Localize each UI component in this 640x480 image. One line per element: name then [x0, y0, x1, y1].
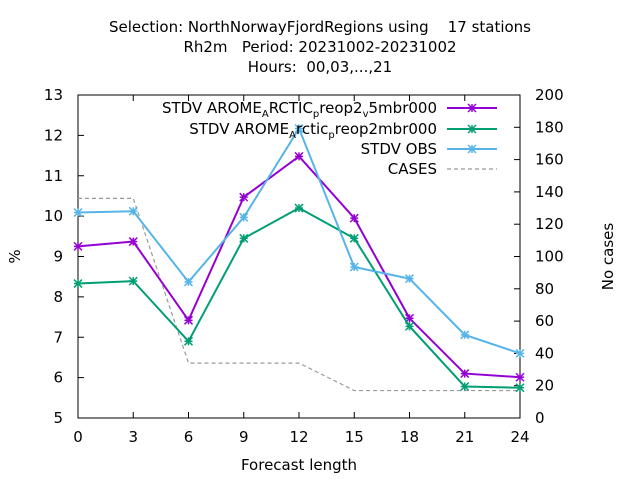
series-point-0: [128, 237, 138, 247]
x-tick-label: 24: [510, 428, 529, 446]
y2-tick-label: 140: [535, 183, 564, 201]
x-tick-label: 0: [73, 428, 83, 446]
series-point-2: [73, 207, 83, 218]
series-point-0: [515, 372, 525, 382]
chart-title-line-3: Hours: 00,03,...,21: [247, 58, 393, 76]
series-0: [73, 151, 525, 382]
series-line-2: [77, 126, 521, 355]
y-axis-label: %: [6, 249, 24, 263]
x-tick-label: 12: [289, 428, 308, 446]
series-point-0: [349, 213, 359, 223]
y-tick-label: 12: [44, 126, 63, 144]
series-line-0: [77, 155, 521, 379]
x-tick-label: 3: [128, 428, 138, 446]
series-point-2: [239, 212, 249, 222]
series-point-0: [183, 315, 194, 325]
series-point-0: [239, 192, 249, 202]
series-point-1: [239, 233, 249, 243]
y-tick-label: 6: [53, 369, 63, 387]
chart-title-line-1: Selection: NorthNorwayFjordRegions using…: [108, 18, 531, 36]
series-line-1: [77, 206, 521, 389]
y2-tick-label: 180: [535, 118, 564, 136]
y2-tick-label: 120: [535, 215, 564, 233]
series-1: [73, 203, 525, 393]
x-tick-label: 9: [239, 428, 249, 446]
legend-entry-1: STDV AROMEArcticpreop2mbr000: [189, 120, 497, 141]
series-point-1: [73, 279, 83, 289]
legend-marker-1: [467, 124, 477, 134]
x-tick-label: 21: [455, 428, 474, 446]
legend-marker-0: [467, 103, 477, 113]
series-point-0: [73, 241, 83, 251]
legend-entry-0: STDV AROMEARCTICpreop2v5mbr000: [162, 99, 497, 120]
x-tick-label: 15: [345, 428, 364, 446]
axis-ticks: [77, 94, 521, 419]
legend-label-3: CASES: [388, 160, 437, 178]
y2-axis-label: No cases: [599, 223, 617, 291]
y2-tick-label: 200: [535, 86, 564, 104]
series-point-0: [294, 151, 304, 161]
series-point-1: [183, 336, 194, 346]
legend-marker-2: [467, 144, 477, 154]
series-point-2: [294, 123, 304, 134]
x-tick-label: 18: [400, 428, 419, 446]
y2-tick-label: 40: [535, 344, 554, 362]
series-point-2: [349, 262, 359, 272]
y2-tick-label: 160: [535, 151, 564, 169]
y-tick-label: 7: [53, 328, 63, 346]
y-tick-label: 13: [44, 86, 63, 104]
y-tick-label: 10: [44, 207, 63, 225]
series-point-1: [128, 276, 138, 286]
axis-tick-labels: 0 3 6 9 12 15 18 21 24 5 6 7 8 9 10 11 12 13 0 20 40 60 80 100 1…: [44, 86, 564, 446]
series-point-2: [128, 206, 138, 216]
x-tick-label: 6: [184, 428, 194, 446]
series-point-1: [460, 381, 470, 392]
x-axis-label: Forecast length: [241, 456, 357, 474]
series-line-3: [78, 197, 520, 392]
y-tick-label: 11: [44, 167, 63, 185]
legend-entry-3: CASES: [388, 160, 497, 178]
series-2: [73, 123, 525, 358]
series-point-1: [349, 233, 359, 243]
legend-entry-2: STDV OBS: [361, 140, 497, 158]
y-tick-label: 5: [53, 409, 63, 427]
series-point-2: [404, 274, 415, 284]
y-tick-label: 9: [53, 248, 63, 266]
series-point-2: [515, 348, 525, 358]
series-point-0: [460, 369, 470, 379]
y2-tick-label: 80: [535, 280, 554, 298]
y-tick-label: 8: [53, 288, 63, 306]
y2-tick-label: 60: [535, 312, 554, 330]
series-point-2: [183, 277, 194, 287]
legend-label-2: STDV OBS: [361, 140, 437, 158]
y2-tick-label: 20: [535, 377, 554, 395]
series-3: [78, 197, 520, 392]
legend-label-0: STDV AROMEARCTICpreop2v5mbr000: [162, 99, 437, 120]
series-point-1: [515, 383, 525, 393]
series-point-1: [294, 203, 304, 213]
series-point-1: [404, 321, 415, 331]
series-point-2: [460, 330, 470, 340]
y2-tick-label: 0: [535, 409, 545, 427]
series-layer: [73, 123, 525, 393]
y2-tick-label: 100: [535, 248, 564, 266]
legend-label-1: STDV AROMEArcticpreop2mbr000: [189, 120, 437, 141]
chart-title-line-2: Rh2m Period: 20231002-20231002: [183, 38, 457, 56]
